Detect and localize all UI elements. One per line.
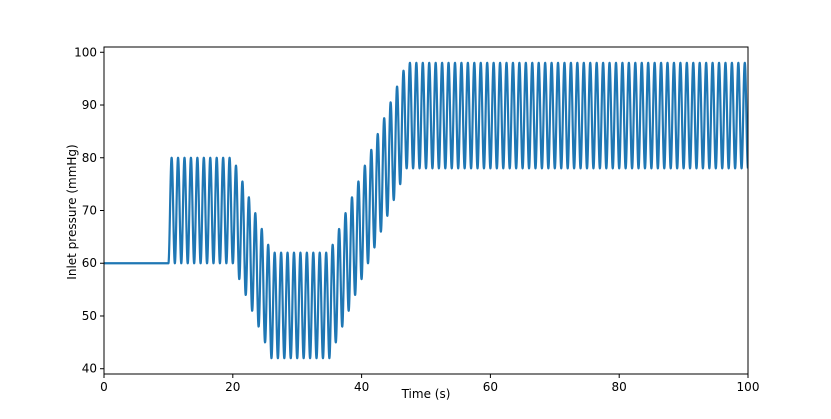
- x-tick-label: 20: [225, 380, 240, 394]
- x-tick-label: 0: [100, 380, 108, 394]
- y-tick-label: 50: [82, 309, 97, 323]
- x-tick-label: 40: [354, 380, 369, 394]
- y-tick-label: 100: [74, 45, 97, 59]
- x-axis-label: Time (s): [401, 387, 451, 401]
- axes: 0 20 40 60 80 100 40 50 60 70 80 90 100: [74, 45, 759, 394]
- y-tick-label: 90: [82, 98, 97, 112]
- x-tick-label: 80: [612, 380, 627, 394]
- y-tick-label: 40: [82, 362, 97, 376]
- y-tick-label: 70: [82, 204, 97, 218]
- y-tick-label: 60: [82, 256, 97, 270]
- x-tick-label: 60: [483, 380, 498, 394]
- series-line: [104, 61, 748, 360]
- plot-area: [104, 61, 748, 360]
- y-axis-label: Inlet pressure (mmHg): [65, 144, 79, 279]
- plot-frame: [103, 46, 749, 375]
- x-tick-label: 100: [737, 380, 760, 394]
- y-tick-label: 80: [82, 151, 97, 165]
